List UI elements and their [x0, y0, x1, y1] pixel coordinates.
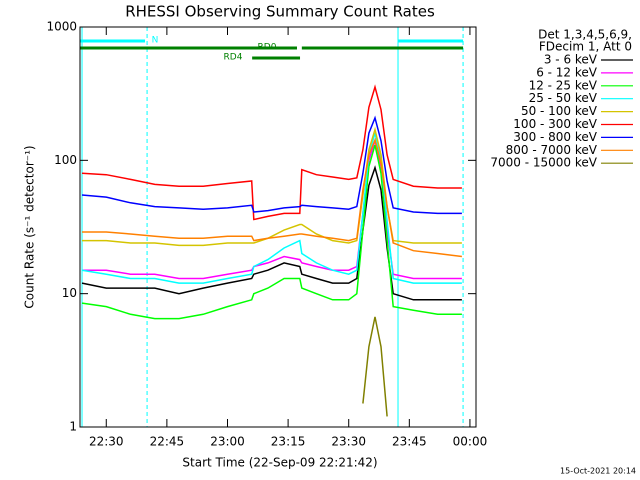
x-tick-label: 23:45	[392, 435, 427, 449]
series-line	[82, 126, 462, 247]
series-line	[81, 144, 462, 320]
interval-label: N	[152, 36, 159, 46]
y-axis-title: Count Rate (s⁻¹ detector⁻¹)	[23, 145, 37, 308]
x-tick-label: 23:30	[331, 435, 366, 449]
x-tick-label: 23:15	[271, 435, 306, 449]
x-tick-label: 22:45	[150, 435, 185, 449]
series-line	[81, 115, 462, 215]
legend-label: 100 - 300 keV	[513, 117, 597, 131]
x-axis-title: Start Time (22-Sep-09 22:21:42)	[182, 456, 377, 470]
legend-label: 3 - 6 keV	[544, 53, 598, 67]
x-tick-label: 23:00	[210, 435, 245, 449]
y-tick-label: 1	[69, 420, 77, 434]
series-line	[82, 137, 462, 280]
legend-label: 800 - 7000 keV	[506, 143, 598, 157]
series-line	[362, 316, 388, 417]
legend-label: 25 - 50 keV	[529, 91, 598, 105]
footer: 15-Oct-2021 20:14	[560, 467, 636, 476]
legend-label: 300 - 800 keV	[513, 130, 597, 144]
legend-label: 7000 - 15000 keV	[490, 156, 597, 170]
legend-label: 50 - 100 keV	[521, 104, 598, 118]
y-tick-label: 10	[62, 286, 77, 300]
series-line	[81, 165, 462, 301]
x-tick-label: 00:00	[453, 435, 488, 449]
series-line	[81, 84, 462, 221]
chart-title: RHESSI Observing Summary Count Rates	[125, 3, 435, 21]
interval-label: RD0	[258, 43, 277, 53]
interval-label: RD4	[224, 53, 243, 63]
y-tick-label: 1000	[46, 20, 77, 34]
legend-header: Det 1,3,4,5,6,9,	[538, 28, 632, 42]
y-tick-label: 100	[54, 153, 77, 167]
series-line	[81, 132, 462, 284]
plot-frame	[79, 26, 477, 428]
legend-header: FDecim 1, Att 0	[539, 40, 632, 54]
x-tick-label: 22:30	[89, 435, 124, 449]
legend-label: 6 - 12 keV	[536, 65, 598, 79]
legend-label: 12 - 25 keV	[529, 78, 598, 92]
series-line	[82, 137, 462, 258]
